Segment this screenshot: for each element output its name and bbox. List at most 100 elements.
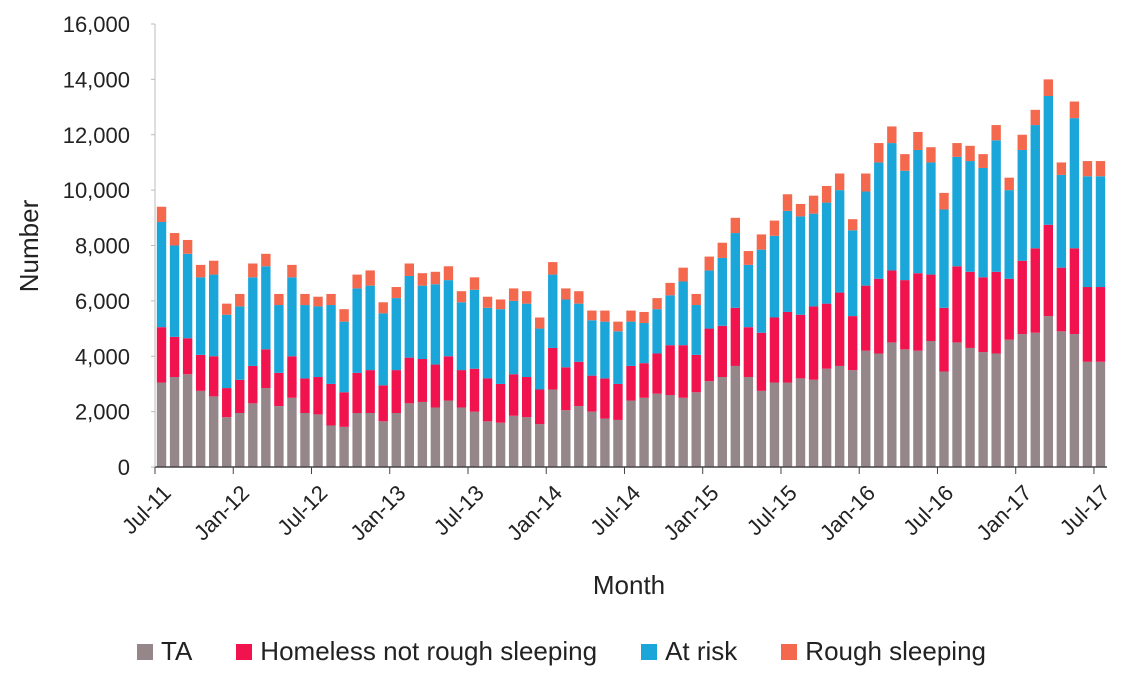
x-tick-label: Jul-17	[1055, 480, 1115, 540]
bar-segment-ta	[913, 350, 923, 467]
bar-segment-homeless-not-rough-sleeping	[482, 378, 493, 422]
bar-segment-rough-sleeping	[652, 298, 662, 310]
bar-segment-homeless-not-rough-sleeping	[730, 307, 741, 366]
bar-segment-ta	[1017, 334, 1027, 467]
bar-segment-homeless-not-rough-sleeping	[300, 378, 310, 414]
bar-segment-homeless-not-rough-sleeping	[874, 278, 884, 354]
bar-segment-at-risk	[195, 277, 206, 355]
bar-segment-ta	[1004, 339, 1014, 467]
bar-segment-ta	[795, 378, 806, 467]
bar-segment-at-risk	[443, 280, 454, 357]
bar-segment-homeless-not-rough-sleeping	[365, 370, 375, 414]
bar-segment-at-risk	[926, 162, 936, 275]
bar-segment-rough-sleeping	[469, 277, 480, 290]
bar-segment-at-risk	[939, 209, 949, 308]
bar-segment-at-risk	[743, 264, 754, 328]
bar-segment-homeless-not-rough-sleeping	[795, 314, 806, 379]
legend-label-homeless: Homeless not rough sleeping	[260, 636, 598, 666]
bar-segment-ta	[652, 393, 662, 467]
bar-segment-ta	[1030, 332, 1040, 467]
bar-segment-at-risk	[1095, 176, 1106, 288]
bar-segment-at-risk	[861, 191, 871, 286]
bar-segment-ta	[182, 374, 193, 467]
bar-segment-rough-sleeping	[861, 173, 871, 192]
bar-segment-homeless-not-rough-sleeping	[743, 327, 754, 378]
bar-segment-ta	[208, 396, 219, 467]
bar-segment-homeless-not-rough-sleeping	[169, 336, 180, 378]
y-axis-title: Number	[14, 199, 44, 292]
bar-segment-ta	[521, 417, 532, 467]
bar-segment-rough-sleeping	[704, 256, 714, 271]
bar-segment-homeless-not-rough-sleeping	[352, 372, 362, 414]
bar-segment-homeless-not-rough-sleeping	[521, 377, 532, 418]
bar-segment-at-risk	[574, 303, 584, 362]
y-axis-ticks: 0 2,000 4,000 6,000 8,000 10,000 12,000 14,000 1…	[63, 12, 155, 480]
bar-segment-at-risk	[965, 161, 975, 272]
bar-segment-homeless-not-rough-sleeping	[326, 383, 336, 426]
bar-segment-at-risk	[613, 331, 623, 384]
bar-segment-ta	[287, 397, 297, 467]
bar-segment-ta	[691, 392, 701, 467]
bar-segment-at-risk	[248, 277, 258, 366]
bar-segment-ta	[756, 390, 767, 467]
bar-segment-ta	[1056, 331, 1067, 467]
bar-segment-at-risk	[1043, 95, 1054, 225]
bar-segment-rough-sleeping	[613, 321, 623, 332]
bar-segment-at-risk	[156, 221, 167, 328]
bar-segment-at-risk	[795, 216, 806, 315]
bar-segment-at-risk	[222, 314, 232, 389]
x-tick-label: Jul-14	[585, 480, 645, 540]
y-tick-label: 6,000	[75, 289, 130, 314]
bar-segment-homeless-not-rough-sleeping	[1030, 248, 1040, 333]
bar-segment-at-risk	[665, 295, 675, 346]
bar-segment-at-risk	[848, 230, 858, 317]
bar-segment-homeless-not-rough-sleeping	[430, 364, 441, 408]
bar-segment-rough-sleeping	[939, 192, 949, 210]
bar-segment-ta	[717, 377, 727, 467]
bar-segment-homeless-not-rough-sleeping	[378, 385, 388, 422]
bar-segment-homeless-not-rough-sleeping	[508, 374, 519, 416]
bar-segment-ta	[639, 397, 649, 467]
bar-segment-at-risk	[652, 309, 662, 354]
bar-segment-ta	[261, 388, 271, 467]
bar-segment-homeless-not-rough-sleeping	[1095, 287, 1106, 362]
bar-segment-rough-sleeping	[248, 263, 258, 278]
bar-segment-homeless-not-rough-sleeping	[978, 277, 988, 353]
bar-segment-homeless-not-rough-sleeping	[665, 345, 675, 396]
bar-segment-at-risk	[339, 321, 349, 393]
bar-segment-at-risk	[417, 285, 428, 360]
bar-segment-ta	[678, 397, 688, 467]
bar-segment-rough-sleeping	[1095, 161, 1106, 177]
bar-segment-homeless-not-rough-sleeping	[652, 353, 662, 394]
bar-segment-rough-sleeping	[561, 288, 571, 300]
bar-segment-homeless-not-rough-sleeping	[417, 359, 428, 402]
bar-segment-rough-sleeping	[756, 234, 767, 250]
x-tick-label: Jul-16	[898, 480, 958, 540]
bar-segment-homeless-not-rough-sleeping	[939, 307, 949, 372]
bar-segment-homeless-not-rough-sleeping	[991, 271, 1001, 354]
bar-segment-rough-sleeping	[743, 251, 754, 265]
bar-segment-homeless-not-rough-sleeping	[235, 379, 245, 413]
bar-segment-ta	[195, 390, 206, 467]
bar-segment-homeless-not-rough-sleeping	[626, 365, 636, 401]
bar-segment-homeless-not-rough-sleeping	[717, 325, 727, 378]
bar-segment-rough-sleeping	[769, 220, 780, 236]
bar-segment-rough-sleeping	[1043, 79, 1054, 96]
bar-segment-ta	[313, 414, 323, 467]
bar-segment-ta	[965, 347, 975, 467]
bar-segment-rough-sleeping	[639, 311, 649, 324]
bar-segment-rough-sleeping	[156, 206, 167, 222]
bar-segment-at-risk	[548, 274, 558, 348]
bar-segment-homeless-not-rough-sleeping	[834, 292, 845, 366]
bar-segment-ta	[665, 395, 675, 467]
bar-segment-ta	[495, 422, 506, 467]
bar-segment-rough-sleeping	[691, 293, 701, 306]
bar-segment-at-risk	[521, 303, 532, 378]
bar-segment-rough-sleeping	[900, 154, 910, 171]
bar-segment-homeless-not-rough-sleeping	[704, 328, 714, 382]
bar-segment-homeless-not-rough-sleeping	[1017, 260, 1027, 335]
bar-segment-rough-sleeping	[1069, 101, 1080, 119]
bar-segment-rough-sleeping	[495, 299, 506, 310]
y-tick-label: 16,000	[63, 12, 130, 37]
